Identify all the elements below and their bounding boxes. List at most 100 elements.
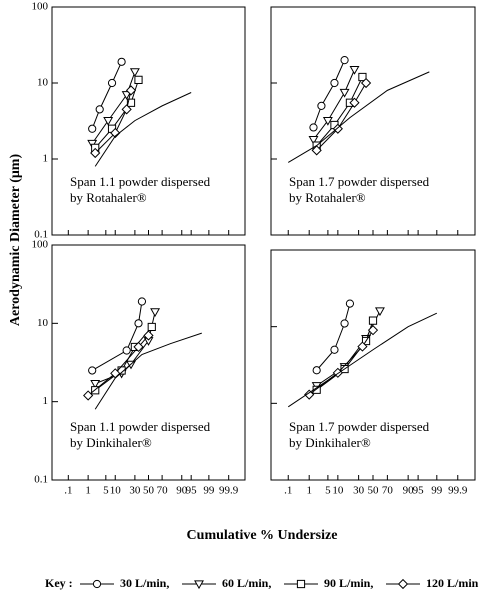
x-tick-label: 99.9	[448, 485, 468, 497]
y-tick-label: 1	[43, 153, 49, 165]
x-tick-label: 70	[382, 485, 394, 497]
marker-triangle	[374, 307, 385, 317]
marker-circle	[92, 579, 102, 589]
series-line	[316, 82, 367, 151]
marker-triangle	[103, 117, 114, 126]
marker-triangle	[194, 580, 204, 590]
marker-diamond	[90, 147, 101, 159]
y-tick-label: 1	[43, 395, 49, 407]
marker-circle	[122, 346, 131, 355]
x-tick-label: 1	[306, 485, 312, 497]
annotation: Span 1.1 powder dispersed	[70, 174, 211, 189]
annotation: Span 1.7 powder dispersed	[289, 419, 430, 434]
marker-triangle	[90, 380, 101, 389]
marker-diamond	[125, 85, 137, 96]
marker-square	[134, 75, 143, 84]
marker-square	[296, 579, 306, 589]
series-line	[316, 76, 363, 146]
x-tick-label: 95	[186, 485, 198, 497]
x-tick-label: 1	[85, 485, 91, 497]
annotation: by Rotahaler®	[289, 190, 366, 205]
marker-circle	[345, 299, 355, 308]
y-tick-label: 10	[37, 317, 49, 329]
legend-key-label: Key :	[45, 576, 73, 590]
marker-circle	[340, 56, 349, 65]
marker-circle	[309, 123, 318, 132]
marker-circle	[95, 105, 104, 114]
x-tick-label: 95	[413, 485, 425, 497]
series-line	[313, 59, 346, 128]
x-tick-label: 5	[325, 485, 331, 497]
x-axis-label: Cumulative % Undersize	[187, 528, 338, 543]
legend-label: 30 L/min,	[120, 576, 169, 590]
x-tick-label: 99	[431, 485, 443, 497]
x-tick-label: 10	[332, 485, 344, 497]
marker-diamond	[83, 390, 94, 401]
marker-diamond	[360, 77, 372, 89]
marker-diamond	[367, 325, 379, 336]
marker-diamond	[357, 341, 368, 352]
x-tick-label: .1	[284, 485, 292, 497]
marker-triangle	[339, 88, 350, 98]
series-line	[316, 303, 351, 371]
marker-diamond	[332, 123, 343, 134]
x-tick-label: .1	[64, 485, 72, 497]
series-line	[313, 69, 355, 140]
series-line	[287, 312, 438, 408]
marker-circle	[117, 57, 126, 66]
legend-label: 60 L/min,	[222, 576, 271, 590]
marker-square	[368, 316, 378, 325]
marker-circle	[134, 319, 143, 328]
annotation: Span 1.1 powder dispersed	[70, 419, 211, 434]
x-tick-label: 99	[203, 485, 215, 497]
series-line	[94, 332, 202, 410]
series-line	[94, 92, 192, 167]
marker-diamond	[110, 127, 121, 139]
y-tick-label: 10	[37, 77, 49, 89]
marker-circle	[330, 78, 339, 88]
y-tick-label: 100	[32, 239, 49, 251]
y-tick-label: 0.1	[34, 229, 48, 241]
series-line	[91, 61, 123, 129]
marker-diamond	[143, 330, 154, 341]
marker-triangle	[129, 68, 140, 78]
marker-diamond	[397, 578, 409, 590]
y-axis-label: Aerodynamic Diameter (μm)	[8, 154, 23, 327]
marker-circle	[330, 345, 339, 354]
series-line	[316, 310, 381, 387]
x-tick-label: 70	[157, 485, 169, 497]
x-tick-label: 10	[110, 485, 122, 497]
marker-triangle	[308, 135, 319, 145]
marker-square	[147, 322, 156, 332]
series-line	[91, 71, 136, 144]
marker-diamond	[133, 341, 144, 353]
annotation: by Dinkihaler®	[70, 435, 152, 450]
y-tick-label: 100	[32, 1, 49, 13]
x-tick-label: 5	[103, 485, 109, 497]
x-tick-label: 99.9	[219, 485, 239, 497]
marker-circle	[317, 101, 326, 110]
marker-triangle	[322, 117, 333, 126]
y-tick-label: 0.1	[34, 474, 48, 486]
marker-triangle	[349, 66, 360, 75]
legend-label: 120 L/min	[426, 576, 479, 590]
x-tick-label: 30	[353, 485, 365, 497]
marker-diamond	[311, 145, 322, 156]
x-tick-label: 50	[143, 485, 155, 497]
series-line	[91, 301, 143, 371]
annotation: by Dinkihaler®	[289, 435, 371, 450]
marker-diamond	[304, 389, 315, 400]
x-tick-label: 50	[368, 485, 380, 497]
marker-circle	[312, 366, 321, 375]
marker-triangle	[150, 308, 161, 317]
marker-diamond	[349, 97, 360, 108]
series-line	[87, 335, 149, 396]
marker-diamond	[121, 104, 132, 115]
x-tick-label: 90	[403, 485, 415, 497]
marker-circle	[88, 366, 97, 375]
series-line	[94, 90, 132, 154]
